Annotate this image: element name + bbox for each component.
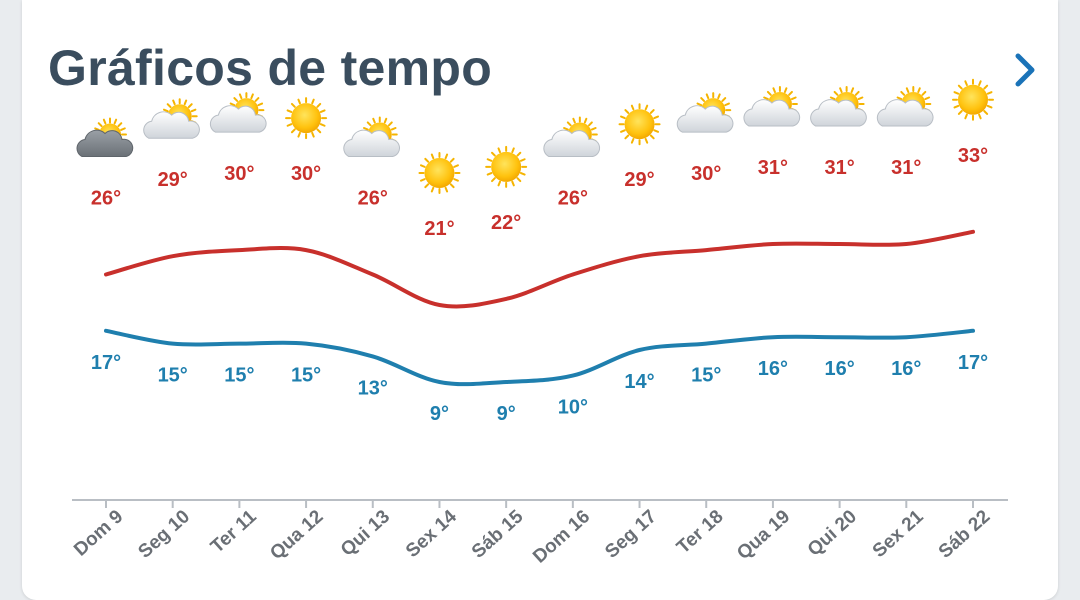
chevron-right-icon[interactable]	[1008, 50, 1044, 90]
min-temp-label: 17°	[91, 352, 121, 374]
day-label: Sáb 15	[468, 506, 528, 563]
day-label: Seg 17	[601, 506, 661, 563]
day-label: Dom 16	[529, 506, 594, 568]
max-temp-label: 31°	[758, 157, 788, 179]
min-temperature-line	[104, 328, 975, 387]
sunny-icon	[618, 103, 661, 146]
min-temp-label: 15°	[158, 365, 188, 387]
max-temperature-line	[104, 229, 975, 309]
page-title: Gráficos de tempo	[48, 40, 493, 96]
max-temp-label: 30°	[691, 163, 721, 185]
max-temp-label: 26°	[91, 188, 121, 210]
partly-cloudy-icon	[876, 86, 934, 127]
min-temp-label: 17°	[958, 352, 988, 374]
max-temp-label: 30°	[224, 163, 254, 185]
partly-cloudy-icon	[209, 92, 267, 133]
max-temp-label: 29°	[158, 169, 188, 191]
min-temp-label: 16°	[891, 358, 921, 380]
min-temp-label: 9°	[497, 403, 516, 425]
min-temp-label: 15°	[224, 365, 254, 387]
sunny-icon	[952, 78, 994, 121]
partly-cloudy-icon	[543, 116, 601, 157]
max-temp-label: 31°	[824, 157, 854, 179]
day-label: Dom 9	[70, 506, 127, 560]
day-label: Ter 11	[207, 506, 261, 558]
partly-cloudy-icon	[343, 116, 400, 157]
min-temp-label: 9°	[430, 403, 449, 425]
max-temp-label: 22°	[491, 212, 521, 234]
sunny-icon	[418, 152, 461, 194]
max-temp-label: 29°	[624, 169, 654, 191]
partly-cloudy-icon	[743, 86, 801, 127]
cloudy-icon	[76, 117, 134, 157]
day-label: Sex 14	[402, 506, 461, 562]
sunny-icon	[485, 145, 528, 188]
sunny-icon	[285, 97, 328, 140]
partly-cloudy-icon	[810, 86, 867, 127]
max-temp-label: 21°	[424, 218, 454, 240]
temperature-chart: 26° 29° 30° 30° 26° 21° 22° 26° 29° 30° 31° 31° 31° 3…	[70, 78, 1008, 568]
min-temp-label: 15°	[291, 365, 321, 387]
min-temp-label: 16°	[758, 358, 788, 380]
partly-cloudy-icon	[143, 98, 200, 139]
max-temp-label: 26°	[358, 188, 388, 210]
day-label: Qua 12	[266, 506, 327, 564]
max-temp-label: 31°	[891, 157, 921, 179]
day-label: Qua 19	[733, 506, 794, 564]
day-label: Sex 21	[869, 506, 928, 562]
day-label: Qui 20	[804, 506, 861, 560]
day-label: Seg 10	[134, 506, 194, 563]
day-label: Ter 18	[673, 506, 728, 558]
min-temp-label: 10°	[558, 397, 588, 419]
min-temp-label: 14°	[624, 371, 654, 393]
max-temp-label: 30°	[291, 163, 321, 185]
partly-cloudy-icon	[676, 92, 734, 133]
min-temp-label: 16°	[824, 358, 854, 380]
day-label: Sáb 22	[935, 506, 995, 563]
max-temp-label: 33°	[958, 145, 988, 167]
max-temp-label: 26°	[558, 188, 588, 210]
day-label: Qui 13	[337, 506, 394, 560]
min-temp-label: 15°	[691, 365, 721, 387]
min-temp-label: 13°	[358, 377, 388, 399]
